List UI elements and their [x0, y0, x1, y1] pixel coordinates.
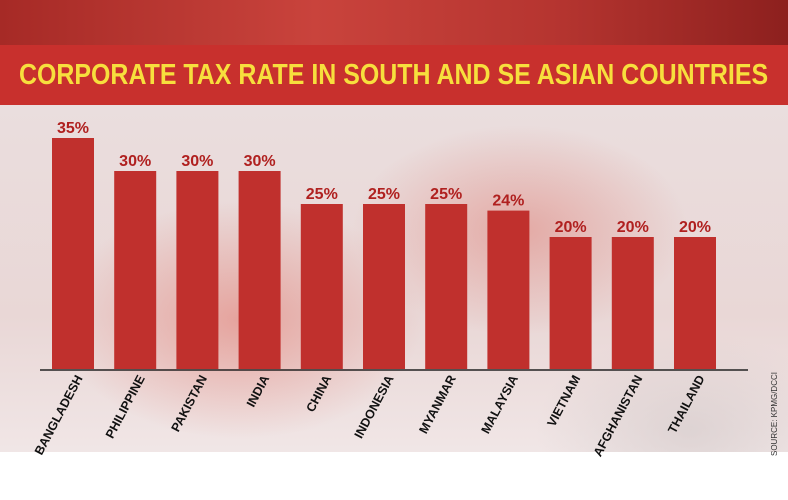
category-label-myanmar: MYANMAR [416, 373, 458, 436]
data-label-malaysia: 24% [492, 193, 524, 210]
data-label-vietnam: 20% [555, 219, 587, 236]
data-label-bangladesh: 35% [57, 120, 89, 137]
data-label-thailand: 20% [679, 219, 711, 236]
category-label-indonesia: INDONESIA [352, 373, 397, 441]
data-label-myanmar: 25% [430, 186, 462, 203]
bar-india [238, 171, 281, 369]
bottom-margin [0, 452, 788, 500]
category-label-bangladesh: BANGLADESH [32, 373, 86, 457]
bar-afghanistan [611, 237, 654, 369]
bar-bangladesh [52, 138, 94, 369]
bar-indonesia [363, 204, 405, 369]
category-label-afghanistan: AFGHANISTAN [591, 373, 646, 459]
chart-title: CORPORATE TAX RATE IN SOUTH AND SE ASIAN… [19, 58, 769, 91]
bar-pakistan [176, 171, 219, 369]
source-note: SOURCE: KPMG/DCCI [770, 372, 779, 456]
title-band: CORPORATE TAX RATE IN SOUTH AND SE ASIAN… [0, 45, 788, 105]
bar-philippine [114, 171, 157, 369]
bar-myanmar [425, 204, 468, 369]
bar-vietnam [549, 237, 592, 369]
category-label-malaysia: MALAYSIA [479, 373, 521, 436]
data-label-india: 30% [244, 153, 276, 170]
category-label-china: CHINA [303, 373, 334, 415]
category-label-philippine: PHILIPPINE [103, 373, 148, 441]
data-label-china: 25% [306, 186, 338, 203]
category-label-thailand: THAILAND [665, 373, 707, 436]
bar-malaysia [487, 210, 530, 369]
data-label-pakistan: 30% [181, 153, 213, 170]
bar-china [300, 204, 343, 369]
photo-strip-top [0, 0, 788, 45]
category-label-india: INDIA [244, 373, 272, 410]
category-label-pakistan: PAKISTAN [169, 373, 210, 434]
data-label-philippine: 30% [119, 153, 151, 170]
bar-thailand [674, 237, 716, 369]
data-label-indonesia: 25% [368, 186, 400, 203]
category-label-vietnam: VIETNAM [544, 373, 583, 429]
data-label-afghanistan: 20% [617, 219, 649, 236]
